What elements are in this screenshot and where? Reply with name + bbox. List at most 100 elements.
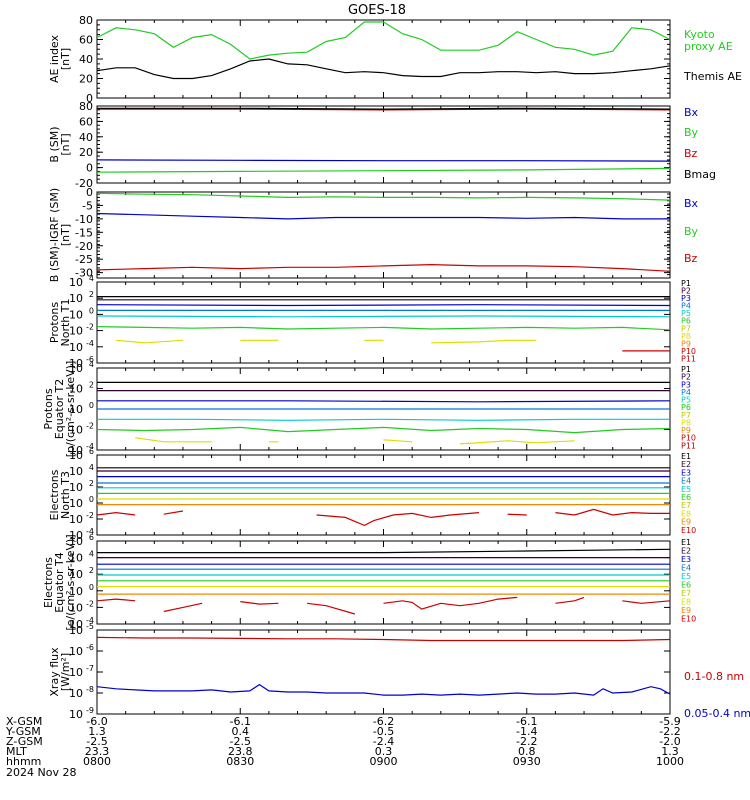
- y-tick-label: 0: [86, 92, 93, 105]
- y-tick-label: 10: [69, 513, 83, 526]
- y-axis-label: Equator T4: [53, 552, 66, 612]
- legend-entry: E4: [681, 564, 691, 573]
- y-axis-label: Protons: [48, 302, 61, 343]
- panel-frame: [96, 540, 671, 625]
- ephem-value-y-gsm: -1.4: [516, 725, 537, 738]
- ephem-value-x-gsm: -6.0: [86, 715, 107, 728]
- ephemeris-table: X-GSMY-GSMZ-GSMMLThhmm-6.01.3-2.523.3080…: [5, 715, 684, 779]
- legend-entry: proxy AE: [684, 40, 733, 53]
- legend-entry: P11: [681, 354, 696, 363]
- y-tick-label: 10: [69, 292, 83, 305]
- y-tick-label: 10: [69, 325, 83, 338]
- y-tick-exponent: -6: [86, 643, 94, 652]
- ephem-value-hhmm: 0800: [83, 755, 111, 768]
- y-tick-label: 40: [79, 53, 93, 66]
- y-tick-exponent: 2: [89, 566, 94, 575]
- figure-title: GOES-18: [348, 3, 406, 18]
- y-tick-label: -30: [75, 267, 93, 280]
- series-line-p3: [97, 400, 670, 403]
- legend-entry: E8: [681, 509, 691, 518]
- y-tick-label: 10: [69, 403, 83, 416]
- legend-entry: E9: [681, 606, 691, 615]
- legend-entry: E10: [681, 615, 696, 624]
- legend-entry: P7: [681, 411, 691, 420]
- series-line-by: [97, 192, 670, 201]
- series-line-e9: [97, 596, 670, 615]
- legend-entry: P8: [681, 418, 691, 427]
- y-axis-label: AE index: [48, 34, 61, 83]
- y-tick-exponent: 6: [89, 447, 94, 456]
- date-label: 2024 Nov 28: [6, 766, 76, 779]
- legend-entry: Bz: [684, 252, 698, 265]
- y-axis-label: [nT]: [59, 133, 72, 155]
- y-tick-exponent: -4: [86, 527, 94, 536]
- panel-b_sm: -20 0 20 40 60 80 B (SM)[nT] Bx By Bz Bmag: [48, 100, 716, 190]
- legend-entry: E3: [681, 555, 691, 564]
- y-tick-label: 10: [69, 529, 83, 542]
- y-tick-exponent: 4: [89, 463, 94, 472]
- y-tick-label: 10: [69, 481, 83, 494]
- panel-frame: [96, 454, 671, 536]
- panel-frame: [96, 629, 671, 715]
- legend-entry: P9: [681, 426, 691, 435]
- y-tick-exponent: 2: [89, 290, 94, 299]
- y-tick-exponent: -7: [86, 664, 94, 673]
- y-tick-exponent: 0: [89, 495, 94, 504]
- legend-entry: 0.05-0.4 nm: [684, 707, 750, 720]
- ephem-value-hhmm: 0930: [513, 755, 541, 768]
- ephem-row-label: hhmm: [6, 755, 41, 768]
- y-axis-label: Protons: [42, 388, 55, 429]
- ephem-value-hhmm: 0830: [226, 755, 254, 768]
- legend-entry: P4: [681, 388, 691, 397]
- y-tick-exponent: -4: [86, 442, 94, 451]
- y-axis-label: B (SM)-IGRF (SM): [48, 188, 61, 282]
- legend-entry: P4: [681, 302, 691, 311]
- legend-entry: Bmag: [684, 168, 716, 181]
- series-line-by: [97, 167, 670, 173]
- y-axis-label: Xray flux: [48, 647, 61, 697]
- series-line-p8: [116, 339, 537, 344]
- y-tick-label: 10: [69, 357, 83, 370]
- y-tick-label: 0: [86, 186, 93, 199]
- legend-entry: E5: [681, 485, 691, 494]
- legend-entry: E9: [681, 518, 691, 527]
- legend-entry: E5: [681, 572, 691, 581]
- y-tick-label: -5: [82, 199, 93, 212]
- ephem-value-z-gsm: -2.5: [86, 735, 107, 748]
- series-line-p6: [97, 326, 670, 331]
- legend-entry: P6: [681, 317, 691, 326]
- legend-entry: P5: [681, 396, 691, 405]
- legend-entry: Bx: [684, 106, 699, 119]
- ephem-value-mlt: 0.8: [518, 745, 536, 758]
- y-tick-label: -20: [75, 240, 93, 253]
- y-tick-label: 20: [79, 73, 93, 86]
- y-tick-label: -10: [75, 213, 93, 226]
- series-line-bmag: [97, 107, 670, 110]
- series-line-p3: [97, 304, 670, 307]
- y-tick-exponent: 0: [89, 583, 94, 592]
- ephem-row-label: MLT: [6, 745, 27, 758]
- y-tick-label: 10: [69, 444, 83, 457]
- y-axis-label: North T3: [59, 471, 72, 519]
- y-tick-label: 10: [69, 624, 83, 637]
- y-tick-exponent: 4: [89, 550, 94, 559]
- y-tick-label: -25: [75, 253, 93, 266]
- y-tick-label: 60: [79, 34, 93, 47]
- y-tick-label: 10: [69, 465, 83, 478]
- ephem-value-mlt: 1.3: [661, 745, 679, 758]
- y-tick-exponent: 0: [89, 306, 94, 315]
- ephem-row-label: Z-GSM: [6, 735, 43, 748]
- legend-entry: E10: [681, 526, 696, 535]
- y-axis-label: [e/(cm²-s-sr-keV)]: [64, 534, 77, 630]
- y-tick-label: 10: [69, 308, 83, 321]
- legend-entry: P10: [681, 347, 696, 356]
- legend-entry: E1: [681, 538, 691, 547]
- series-line-p5: [97, 418, 670, 421]
- ephem-value-x-gsm: -5.9: [659, 715, 680, 728]
- series-line-themis-ae: [97, 58, 670, 80]
- y-tick-exponent: -5: [86, 622, 94, 631]
